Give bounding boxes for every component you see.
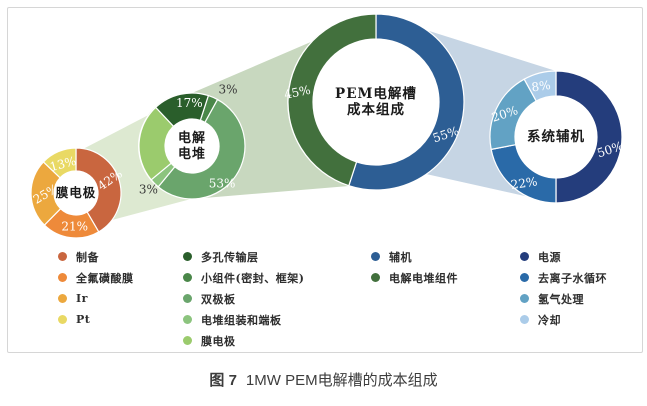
legend-label: 制备 [76, 250, 99, 264]
legend-item-膜电极: 膜电极 [183, 330, 304, 351]
legend-item-电堆组装和端板: 电堆组装和端板 [183, 309, 304, 330]
legend-item-冷却: 冷却 [520, 309, 607, 330]
legend-label: 电堆组装和端板 [201, 313, 282, 327]
legend-item-Pt: Pt [58, 309, 134, 330]
legend-bullet-icon [58, 273, 67, 282]
legend-label: 双极板 [201, 292, 236, 306]
legend-item-全氟磺酸膜: 全氟磺酸膜 [58, 267, 134, 288]
legend-bullet-icon [183, 294, 192, 303]
legend-bullet-icon [520, 273, 529, 282]
figure-caption: 图 7 1MW PEM电解槽的成本组成 [0, 369, 647, 390]
legend-label: 全氟磺酸膜 [76, 271, 134, 285]
legend-bullet-icon [58, 252, 67, 261]
legend-item-Ir: Ir [58, 288, 134, 309]
legend-bullet-icon [183, 336, 192, 345]
legend-column: 辅机 电解电堆组件 [371, 246, 458, 288]
legend-item-电解电堆组件: 电解电堆组件 [371, 267, 458, 288]
legend-bullet-icon [371, 273, 380, 282]
legend-label: 小组件(密封、框架) [201, 271, 305, 285]
legend-label: Pt [76, 313, 91, 326]
legend-item-双极板: 双极板 [183, 288, 304, 309]
legend-label: 多孔传输层 [201, 250, 259, 264]
legend-label: 辅机 [389, 250, 412, 264]
legend-column: 制备全氟磺酸膜 Ir Pt [58, 246, 134, 330]
legend-bullet-icon [371, 252, 380, 261]
figure-number: 图 7 [209, 372, 237, 389]
legend-item-氢气处理: 氢气处理 [520, 288, 607, 309]
legend-item-电源: 电源 [520, 246, 607, 267]
legend-label: 电解电堆组件 [389, 271, 458, 285]
legend-bullet-icon [183, 315, 192, 324]
legend-bullet-icon [58, 315, 67, 324]
legend-bullet-icon [520, 252, 529, 261]
legend-label: 去离子水循环 [538, 271, 607, 285]
legend-item-多孔传输层: 多孔传输层 [183, 246, 304, 267]
legend-label: 冷却 [538, 313, 561, 327]
legend-item-制备: 制备 [58, 246, 134, 267]
legend-label: 氢气处理 [538, 292, 584, 306]
caption-text: 1MW PEM电解槽的成本组成 [245, 372, 438, 389]
legend-label: 电源 [538, 250, 561, 264]
legend-item-去离子水循环: 去离子水循环 [520, 267, 607, 288]
legend-item-辅机: 辅机 [371, 246, 458, 267]
legend-bullet-icon [58, 294, 67, 303]
legend-bullet-icon [520, 294, 529, 303]
legend-label: Ir [76, 292, 88, 305]
legend-bullet-icon [183, 273, 192, 282]
legend-column: 电源去离子水循环 氢气处理冷却 [520, 246, 607, 330]
legend-bullet-icon [520, 315, 529, 324]
legend-column: 多孔传输层小组件(密封、框架) 双极板电堆组装和端板 膜电极 [183, 246, 304, 351]
legend-label: 膜电极 [201, 334, 236, 348]
legend-item-小组件(密封、框架): 小组件(密封、框架) [183, 267, 304, 288]
legend-bullet-icon [183, 252, 192, 261]
